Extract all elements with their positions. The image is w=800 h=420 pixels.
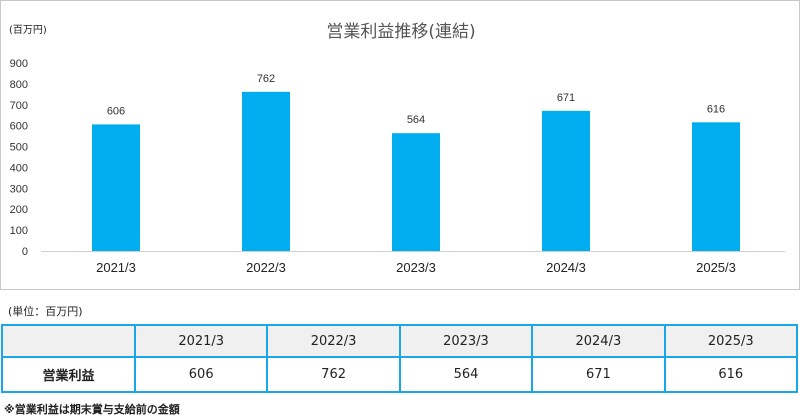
y-tick-label: 800: [10, 79, 28, 91]
data-label: 606: [107, 105, 125, 117]
data-label: 671: [557, 92, 575, 104]
table-cell: 762: [266, 356, 401, 393]
bar: [692, 122, 740, 251]
bar: [392, 133, 440, 251]
bar: [92, 124, 140, 251]
x-tick-label: 2023/3: [396, 260, 436, 275]
footnote: ※営業利益は期末賞与支給前の金額: [4, 403, 180, 416]
y-tick-label: 500: [10, 142, 28, 154]
y-tick-label: 100: [10, 225, 28, 237]
chart-unit-label: (百万円): [9, 25, 47, 36]
y-tick-label: 0: [22, 246, 28, 258]
table-header-cell: 2021/3: [133, 324, 269, 358]
y-tick-label: 700: [10, 100, 28, 112]
table-row-label: 営業利益: [1, 356, 136, 393]
data-label: 616: [707, 103, 725, 115]
table-cell: 671: [531, 356, 666, 393]
y-tick-label: 200: [10, 204, 28, 216]
x-tick-label: 2025/3: [696, 260, 736, 275]
y-tick-label: 600: [10, 121, 28, 133]
table-cell: 616: [663, 356, 799, 393]
table-row: 営業利益 606 762 564 671 616: [1, 356, 799, 393]
bar: [242, 91, 290, 252]
chart-panel: (百万円) 営業利益推移(連結) 0 100 200 300 400 500 600 700 8…: [0, 0, 800, 290]
bar: [542, 110, 590, 251]
data-label: 564: [407, 114, 425, 126]
y-tick-label: 900: [10, 58, 28, 70]
data-table: 2021/3 2022/3 2023/3 2024/3 2025/3 営業利益 …: [1, 324, 799, 393]
x-tick-label: 2024/3: [546, 260, 586, 275]
x-tick-label: 2022/3: [246, 260, 286, 275]
y-tick-label: 300: [10, 183, 28, 195]
data-label: 762: [257, 73, 275, 85]
table-header-cell: 2024/3: [531, 324, 666, 358]
table-header-cell: 2022/3: [266, 324, 401, 358]
bar-chart: 0 100 200 300 400 500 600 700 800 900 606 2021/3 762…: [10, 58, 785, 275]
table-header-row: 2021/3 2022/3 2023/3 2024/3 2025/3: [1, 324, 799, 358]
table-cell: 606: [133, 356, 269, 393]
table-header-cell: 2025/3: [663, 324, 799, 358]
table-cell: 564: [398, 356, 534, 393]
x-tick-label: 2021/3: [96, 260, 136, 275]
table-header-blank: [1, 324, 136, 358]
table-header-cell: 2023/3: [398, 324, 534, 358]
y-tick-label: 400: [10, 162, 28, 174]
chart-title: 営業利益推移(連結): [326, 22, 476, 42]
table-unit-label: (単位：百万円): [8, 305, 83, 318]
